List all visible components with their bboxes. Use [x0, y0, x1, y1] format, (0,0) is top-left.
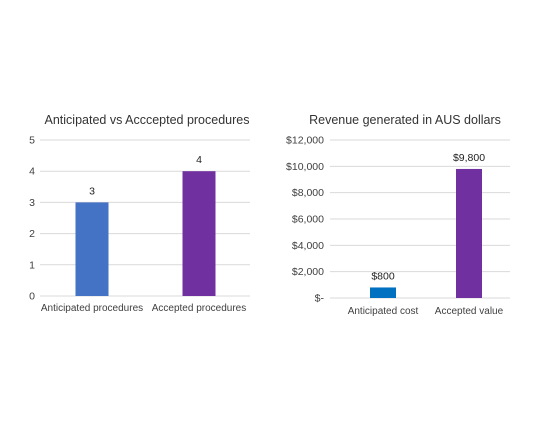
revenue-bar-2 [456, 168, 482, 298]
revenue-data-label: $800 [371, 270, 395, 282]
procedures-y-tick-label: 5 [29, 135, 35, 147]
revenue-y-tick-label: $2,000 [292, 266, 324, 278]
revenue-category-label: Anticipated cost [348, 306, 419, 317]
procedures-category-label: Accepted procedures [152, 303, 247, 314]
revenue-chart: Revenue generated in AUS dollars $- $2,000… [286, 113, 510, 317]
revenue-y-tick-label: $4,000 [292, 240, 324, 252]
procedures-y-tick-label: 2 [29, 228, 35, 240]
procedures-y-tick-label: 4 [29, 166, 35, 178]
revenue-chart-title: Revenue generated in AUS dollars [309, 113, 501, 127]
revenue-y-tick-label: $6,000 [292, 214, 324, 226]
procedures-y-tick-label: 0 [29, 291, 35, 303]
revenue-y-tick-label: $- [315, 293, 325, 305]
procedures-category-label: Anticipated procedures [41, 303, 143, 314]
procedures-y-tick-label: 1 [29, 259, 35, 271]
revenue-data-label: $9,800 [453, 152, 485, 164]
revenue-y-tick-label: $10,000 [286, 161, 324, 173]
procedures-chart-title: Anticipated vs Acccepted procedures [45, 113, 250, 127]
procedures-data-label: 3 [89, 185, 95, 197]
procedures-y-tick-label: 3 [29, 197, 35, 209]
procedures-bar-2 [182, 171, 216, 296]
revenue-category-label: Accepted value [435, 306, 504, 317]
procedures-bar-1 [75, 202, 109, 296]
procedures-data-label: 4 [196, 154, 202, 166]
revenue-y-tick-label: $8,000 [292, 187, 324, 199]
revenue-bar-1 [370, 287, 396, 298]
revenue-y-tick-label: $12,000 [286, 135, 324, 147]
procedures-chart: Anticipated vs Acccepted procedures 0 1 2 3 4… [29, 113, 250, 314]
